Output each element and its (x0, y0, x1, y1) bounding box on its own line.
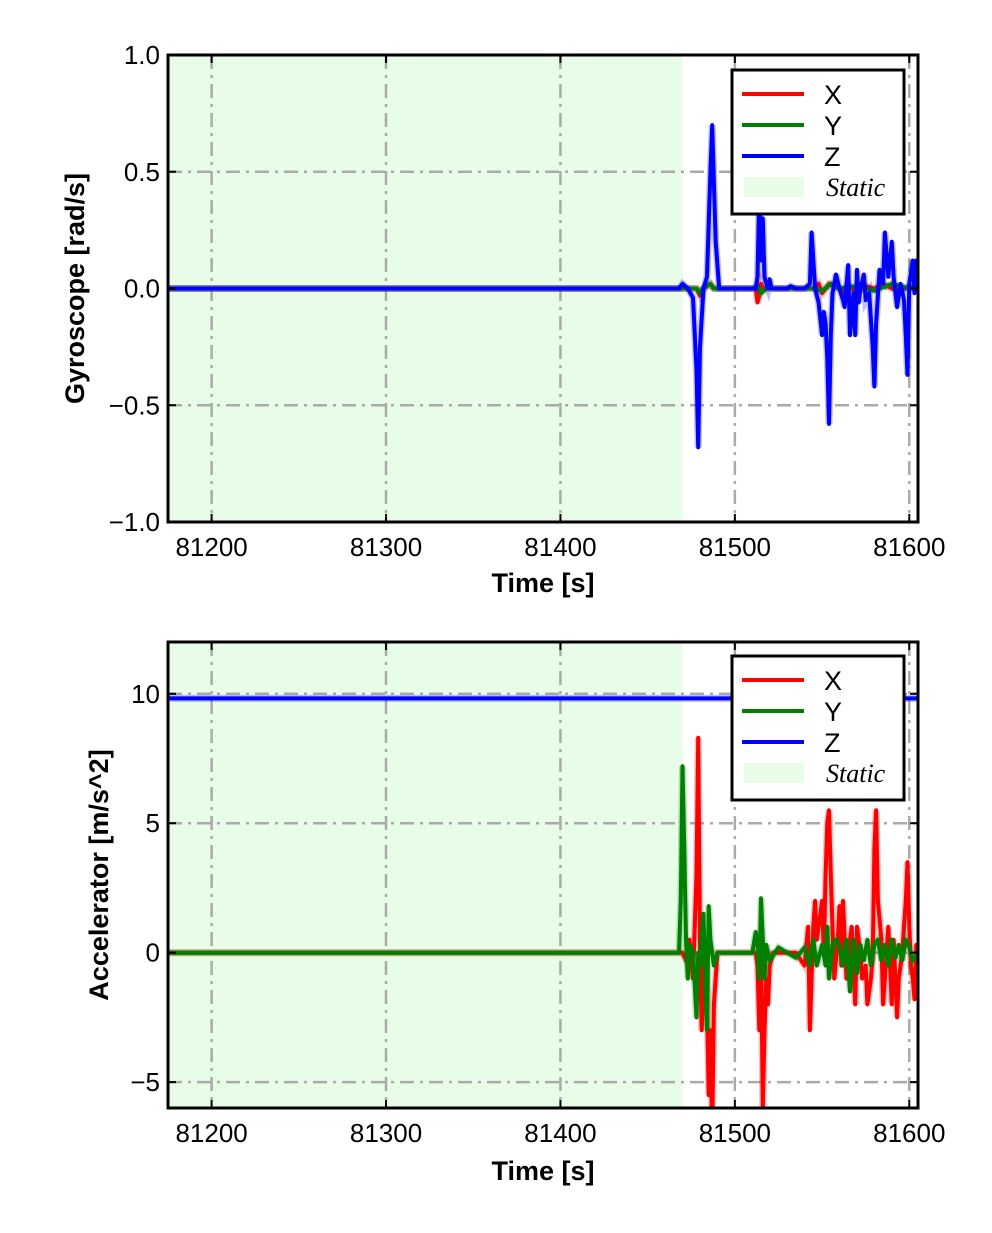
series-line-y (168, 764, 918, 1033)
y-tick-label: 1.0 (124, 40, 160, 70)
x-tick-label: 81600 (873, 532, 945, 562)
legend-swatch-static (744, 177, 804, 197)
legend-label-x: X (824, 80, 842, 110)
x-tick-label: 81600 (873, 1118, 945, 1148)
series-line-y (168, 281, 918, 296)
x-axis-label: Time [s] (491, 1156, 594, 1186)
series-band-y (168, 766, 918, 1031)
x-tick-label: 81200 (175, 532, 247, 562)
series-band-y (168, 279, 918, 300)
chart-panel-2: 81200 81300 81400 81500 81600 −5 0 5 10 Time [s] A… (84, 640, 945, 1186)
x-tick-label: 81300 (350, 1118, 422, 1148)
y-axis-label: Gyroscope [rad/s] (60, 173, 90, 404)
y-tick-label: 0 (146, 938, 160, 968)
x-tick-label: 81500 (699, 1118, 771, 1148)
legend-label-y: Y (824, 697, 842, 727)
y-tick-label: −0.5 (109, 390, 160, 420)
x-tick-label: 81200 (175, 1118, 247, 1148)
y-tick-label: −1.0 (109, 507, 160, 537)
plot-frame (166, 53, 920, 524)
x-tick-label: 81300 (350, 532, 422, 562)
legend-label-z: Z (824, 728, 841, 758)
series-line-x (168, 735, 918, 1108)
series-band-x (168, 737, 918, 1108)
plot-frame (166, 640, 920, 1110)
series-line-z (168, 123, 918, 450)
legend-label-static: Static (826, 759, 886, 788)
chart-panel-1: 81200 81300 81400 81500 81600 −1.0 −0.5 0.0 0.5 1… (60, 40, 945, 598)
legend-label-z: Z (824, 142, 841, 172)
y-tick-label: 5 (146, 808, 160, 838)
static-region (168, 642, 683, 1108)
y-tick-label: 0.5 (124, 157, 160, 187)
legend-label-static: Static (826, 173, 886, 202)
y-tick-label: 0.0 (124, 274, 160, 304)
legend-label-x: X (824, 666, 842, 696)
series-band-z (168, 124, 918, 448)
legend-label-y: Y (824, 111, 842, 141)
y-tick-label: 10 (131, 679, 160, 709)
y-tick-label: −5 (130, 1067, 160, 1097)
series-group (168, 123, 918, 450)
legend-swatch-static (744, 763, 804, 783)
y-axis-label: Accelerator [m/s^2] (84, 749, 114, 1000)
x-tick-label: 81400 (524, 532, 596, 562)
x-axis-label: Time [s] (491, 568, 594, 598)
x-tick-label: 81500 (699, 532, 771, 562)
x-tick-label: 81400 (524, 1118, 596, 1148)
